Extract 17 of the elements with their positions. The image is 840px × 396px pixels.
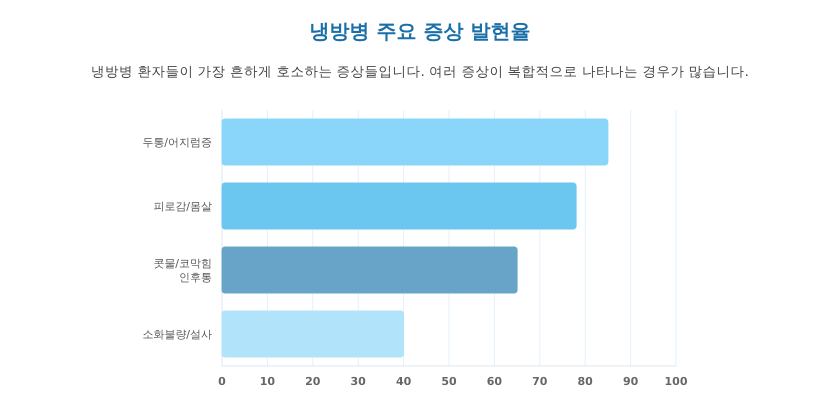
ytick: 피로감/몸살 xyxy=(153,200,212,213)
xtick: 40 xyxy=(396,375,412,388)
xtick: 90 xyxy=(622,375,638,388)
xtick: 80 xyxy=(578,375,593,388)
xtick: 0 xyxy=(218,375,226,388)
title: 냉방병 주요 증상 발현율 xyxy=(310,19,530,43)
ytick: 두통/어지럼증 xyxy=(142,136,212,149)
ytick: 콧물/코막힘 인후통 xyxy=(153,257,212,284)
xtick: 10 xyxy=(260,375,276,388)
xtick: 50 xyxy=(441,375,457,388)
xtick: 100 xyxy=(664,375,688,388)
xtick: 70 xyxy=(532,375,548,388)
xtick: 20 xyxy=(305,375,320,388)
xtick: 60 xyxy=(486,375,502,388)
subtitle: 냉방병 환자들이 가장 흔하게 호소하는 증상들입니다. 여러 증상이 복합적으로 나타나는 경우가 많습니다. xyxy=(91,64,749,80)
xtick: 30 xyxy=(350,375,366,388)
ytick: 소화불량/설사 xyxy=(142,328,212,341)
